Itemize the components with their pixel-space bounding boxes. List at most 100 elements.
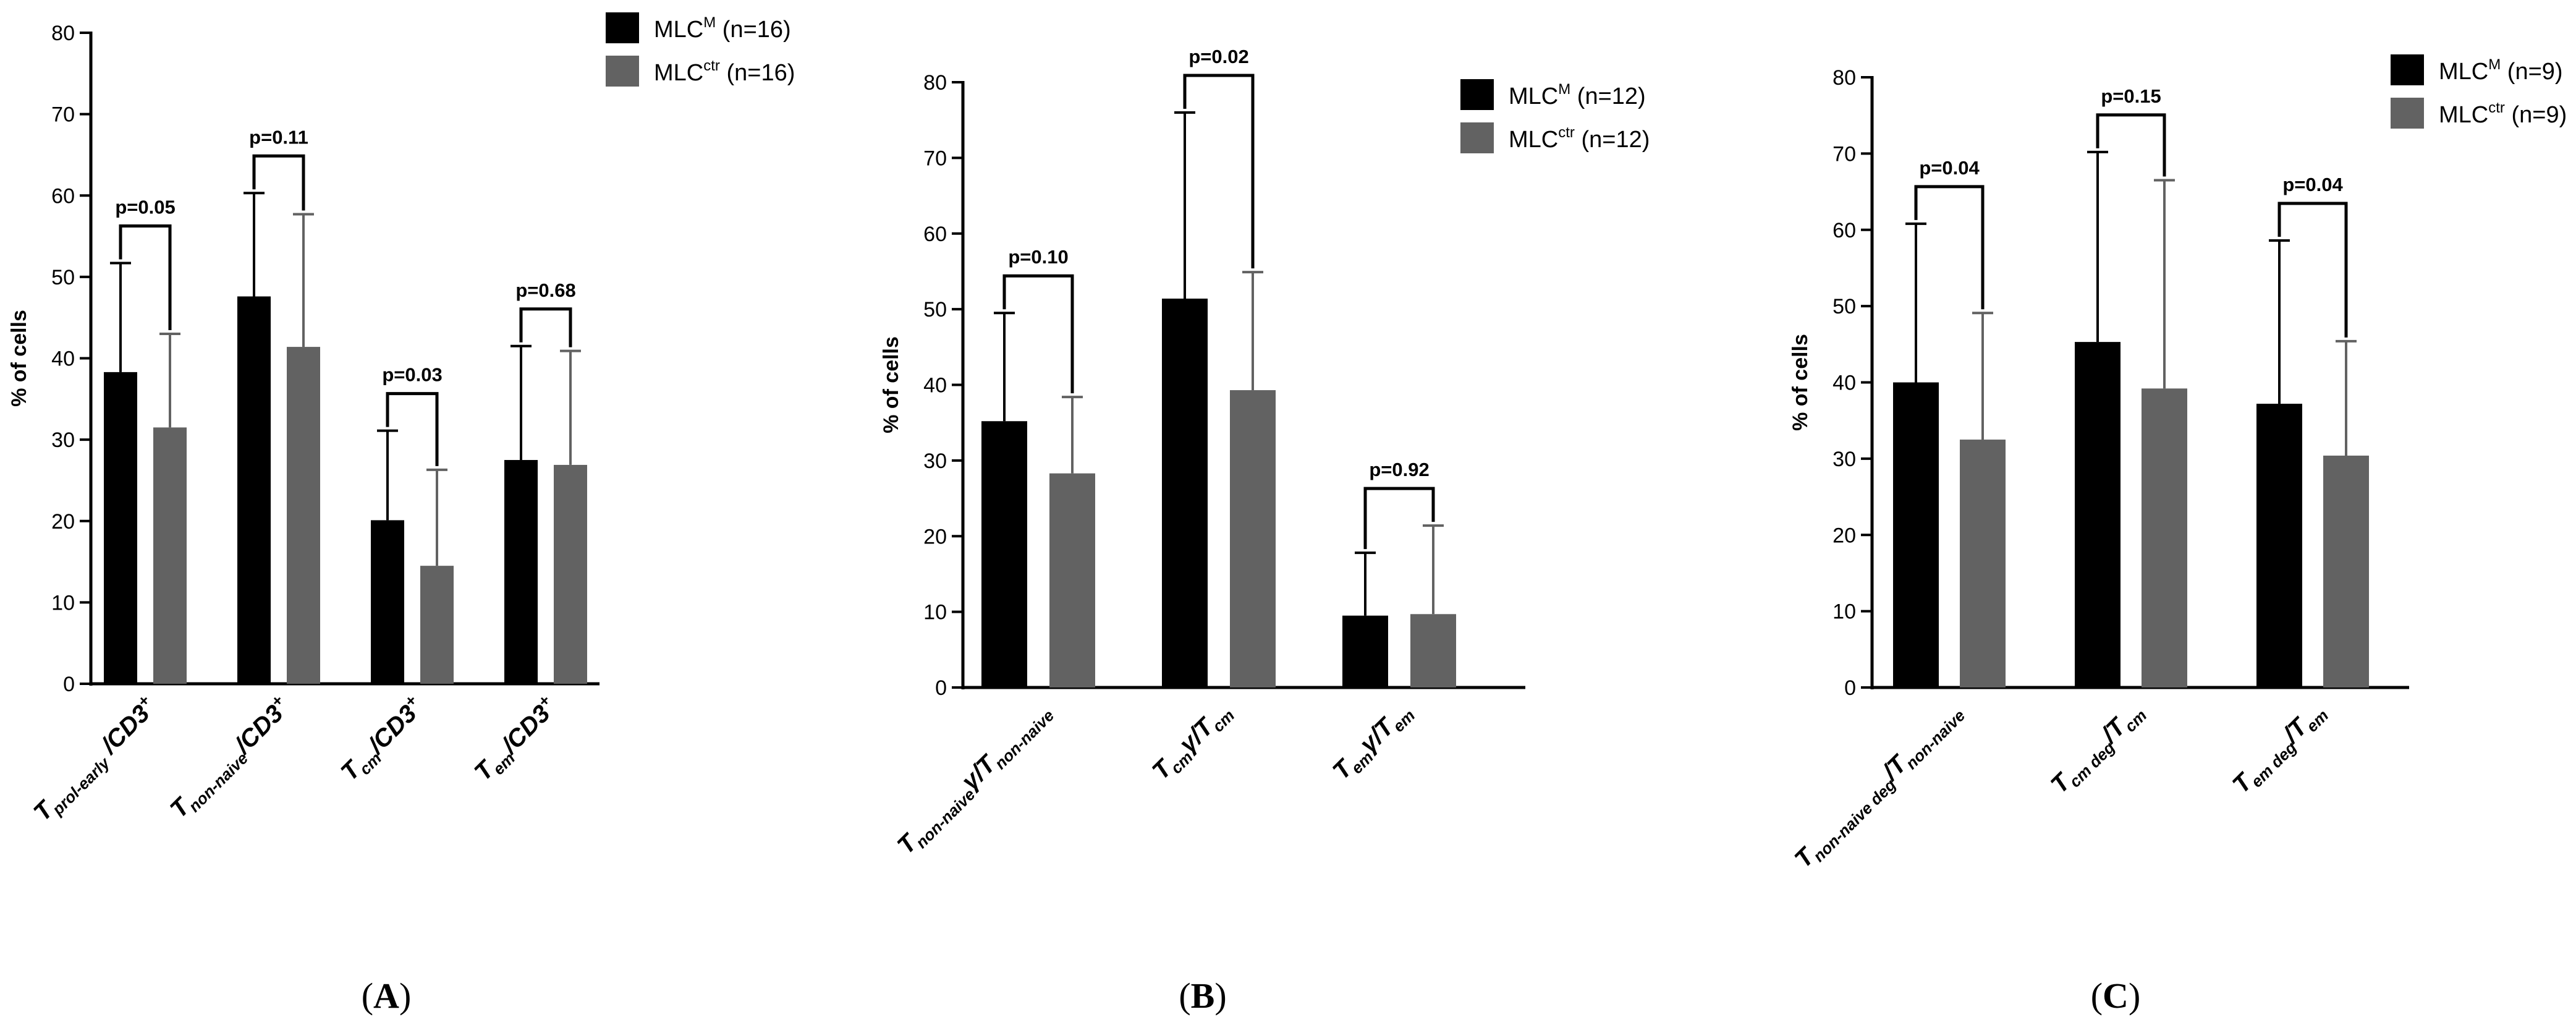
legend-sup: ctr: [1558, 124, 1575, 141]
y-axis-title: % of cells: [879, 336, 903, 433]
significance-bracket: [519, 307, 572, 347]
bar-mlcm-0: [981, 421, 1027, 687]
p-value-label: p=0.15: [2101, 85, 2161, 107]
bar-mlcctr-2: [420, 566, 454, 684]
legend-n: (n=12): [1575, 127, 1650, 153]
y-tick-label: 50: [1832, 295, 1856, 318]
p-value-label: p=0.11: [249, 126, 308, 148]
legend-name: MLC: [2439, 102, 2488, 128]
significance-bracket: [2096, 113, 2166, 177]
panel-paren-close: ): [2129, 976, 2140, 1016]
bar-mlcctr-0: [1960, 440, 2006, 687]
p-value-label: p=0.04: [1919, 157, 1980, 179]
p-value-label: p=0.05: [115, 196, 175, 218]
y-tick-label: 20: [1832, 524, 1856, 547]
x-category-label: Tprol-early /CD3+: [27, 691, 165, 830]
panel-label: (C): [2091, 976, 2141, 1016]
bar-mlcm-2: [1342, 615, 1388, 687]
y-tick-label: 30: [1832, 448, 1856, 471]
significance-bracket: [1002, 274, 1074, 394]
bar-mlcctr-3: [554, 464, 587, 684]
legend-n: (n=9): [2501, 59, 2562, 85]
legend-label: MLCM (n=9): [2439, 56, 2563, 85]
y-tick-label: 70: [51, 103, 75, 127]
y-tick-label: 10: [923, 601, 947, 624]
y-tick-label: 30: [51, 428, 75, 452]
legend-label: MLCM (n=12): [1509, 81, 1646, 109]
x-category-label: Temγ/Tem: [1328, 697, 1418, 788]
bar-mlcctr-1: [2142, 388, 2187, 687]
p-value-label: p=0.92: [1369, 459, 1429, 480]
legend-name: MLC: [654, 17, 703, 43]
y-axis-title: % of cells: [1789, 334, 1812, 431]
x-category-label: Tcmγ/Tcm: [1147, 697, 1238, 788]
y-tick-label: 10: [1832, 600, 1856, 624]
significance-bracket: [252, 154, 305, 211]
bar-mlcctr-1: [1230, 390, 1276, 687]
y-tick-label: 80: [1832, 66, 1856, 90]
y-tick-label: 60: [1832, 219, 1856, 242]
bar-mlcctr-2: [2323, 455, 2369, 687]
p-value-label: p=0.04: [2282, 174, 2343, 195]
x-label-sub: non-naive: [912, 785, 979, 852]
y-axis-title: % of cells: [7, 310, 31, 407]
y-tick-label: 20: [923, 525, 947, 548]
significance-bracket: [1183, 74, 1255, 269]
significance-bracket: [2277, 202, 2348, 338]
significance-bracket: [119, 224, 172, 331]
x-label-sub2: non-naive: [1902, 706, 1968, 773]
x-label-sub: non-naive deg: [1810, 775, 1900, 866]
x-category-label: Tem deg/Tem: [2227, 697, 2332, 801]
chart-panel-b: 0 10 20 30 40 50 60 70 80 % of cells p=0.10 Tnon-na…: [879, 46, 1650, 1016]
panel-paren-open: (: [2091, 976, 2103, 1016]
panel-paren-open: (: [1179, 976, 1190, 1016]
significance-bracket: [386, 392, 439, 466]
y-tick-label: 30: [923, 449, 947, 473]
x-category-label: Tcm/CD3+: [334, 691, 432, 790]
legend-swatch-mlcctr: [1460, 122, 1494, 153]
legend-swatch-mlcm: [606, 12, 639, 43]
significance-bracket: [1914, 185, 1985, 310]
y-tick-label: 40: [923, 374, 947, 398]
legend-sup: M: [2488, 56, 2501, 73]
legend-sup: ctr: [703, 57, 720, 74]
p-value-label: p=0.10: [1008, 246, 1068, 268]
legend-label: MLCM (n=16): [654, 14, 791, 43]
x-category-label: Tcm deg/Tcm: [2046, 697, 2150, 801]
y-tick-label: 40: [1832, 372, 1856, 395]
y-tick-label: 80: [51, 22, 75, 45]
y-tick-label: 70: [1832, 142, 1856, 166]
panel-letter: A: [373, 976, 399, 1016]
x-label-sub: em deg: [2247, 738, 2300, 791]
bar-mlcm-1: [2075, 342, 2121, 687]
p-value-label: p=0.68: [515, 279, 575, 301]
x-label-sub: prol-early: [48, 753, 114, 819]
x-category-label: Tem/CD3+: [467, 691, 566, 790]
panel-label: (B): [1179, 976, 1226, 1016]
legend-n: (n=12): [1570, 83, 1645, 109]
legend-name: MLC: [1509, 127, 1558, 153]
y-tick-label: 0: [935, 676, 947, 700]
legend-n: (n=16): [720, 60, 795, 86]
bar-mlcm-3: [504, 460, 538, 684]
legend-swatch-mlcctr: [2391, 98, 2424, 129]
panel-letter: B: [1191, 976, 1215, 1016]
legend-name: MLC: [654, 60, 703, 86]
panel-letter: C: [2103, 976, 2129, 1016]
bar-mlcm-1: [237, 296, 271, 684]
legend-name: MLC: [1509, 83, 1558, 109]
y-tick-label: 40: [51, 347, 75, 371]
legend-label: MLCctr (n=16): [654, 57, 795, 86]
x-label-sub: cm deg: [2065, 738, 2119, 791]
legend-n: (n=9): [2505, 102, 2567, 128]
bar-mlcctr-1: [287, 347, 320, 684]
x-label-sub: non-naive: [185, 749, 252, 815]
bar-mlcm-1: [1162, 298, 1208, 687]
legend-sup: M: [703, 14, 716, 31]
y-tick-label: 50: [51, 266, 75, 289]
legend-sup: M: [1558, 81, 1570, 98]
chart-panel-a: 0 10 20 30 40 50 60 70 80 % of cells p=0.05 Tprol-e…: [7, 12, 795, 1016]
bar-mlcctr-2: [1410, 614, 1456, 687]
legend-n: (n=16): [716, 17, 790, 43]
